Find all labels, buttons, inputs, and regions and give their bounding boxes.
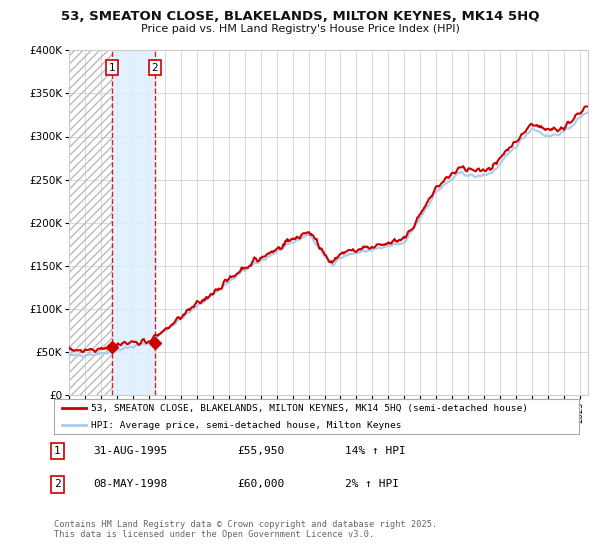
Text: 2: 2 <box>151 63 158 73</box>
Text: 53, SMEATON CLOSE, BLAKELANDS, MILTON KEYNES, MK14 5HQ (semi-detached house): 53, SMEATON CLOSE, BLAKELANDS, MILTON KE… <box>91 403 528 413</box>
Text: 2: 2 <box>54 479 61 489</box>
Text: £55,950: £55,950 <box>237 446 284 456</box>
Text: 14% ↑ HPI: 14% ↑ HPI <box>345 446 406 456</box>
Text: 1: 1 <box>109 63 115 73</box>
Text: 1: 1 <box>54 446 61 456</box>
Text: Contains HM Land Registry data © Crown copyright and database right 2025.
This d: Contains HM Land Registry data © Crown c… <box>54 520 437 539</box>
Text: £60,000: £60,000 <box>237 479 284 489</box>
Text: 31-AUG-1995: 31-AUG-1995 <box>93 446 167 456</box>
Text: Price paid vs. HM Land Registry's House Price Index (HPI): Price paid vs. HM Land Registry's House … <box>140 24 460 34</box>
Text: 08-MAY-1998: 08-MAY-1998 <box>93 479 167 489</box>
Text: 2% ↑ HPI: 2% ↑ HPI <box>345 479 399 489</box>
Bar <box>112 50 155 395</box>
Text: HPI: Average price, semi-detached house, Milton Keynes: HPI: Average price, semi-detached house,… <box>91 421 401 430</box>
Text: 53, SMEATON CLOSE, BLAKELANDS, MILTON KEYNES, MK14 5HQ: 53, SMEATON CLOSE, BLAKELANDS, MILTON KE… <box>61 10 539 23</box>
